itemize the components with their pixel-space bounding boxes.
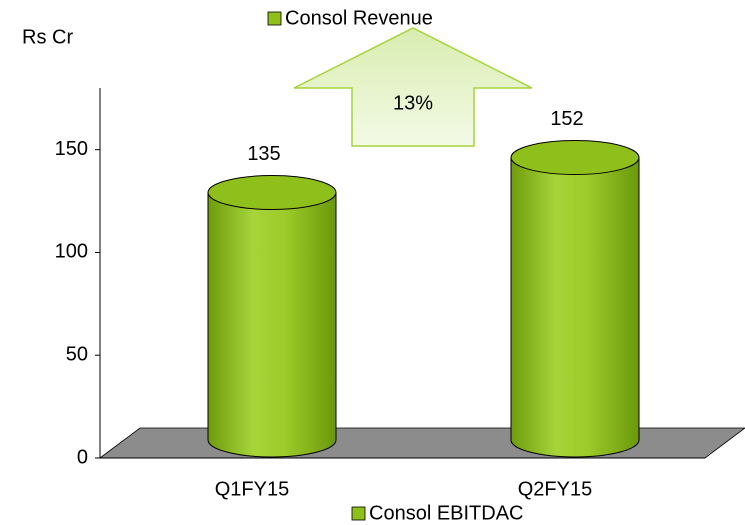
y-tick-label: 0 [77,446,88,468]
x-tick-label: Q2FY15 [518,478,592,500]
y-axis-label: Rs Cr [22,26,73,48]
x-tick-label: Q1FY15 [215,478,289,500]
y-tick-label: 150 [55,138,88,160]
legend-swatch [267,11,282,26]
growth-arrow [293,27,533,147]
cylinder-body [207,192,337,458]
floor [98,427,745,459]
value-label: 152 [550,108,583,130]
growth-annotation: 13% [393,92,433,114]
y-tick-label: 50 [66,344,88,366]
cylinder [207,175,337,458]
cylinder-body [510,157,640,458]
cylinder-top [207,175,337,210]
value-label: 135 [247,143,280,165]
y-tick-label: 100 [55,241,88,263]
footer-legend-label: Consol EBITDAC [369,502,524,524]
cylinder-top [510,140,640,176]
footer-legend-swatch [351,506,366,521]
cylinder [510,140,640,458]
legend-label: Consol Revenue [285,7,433,29]
